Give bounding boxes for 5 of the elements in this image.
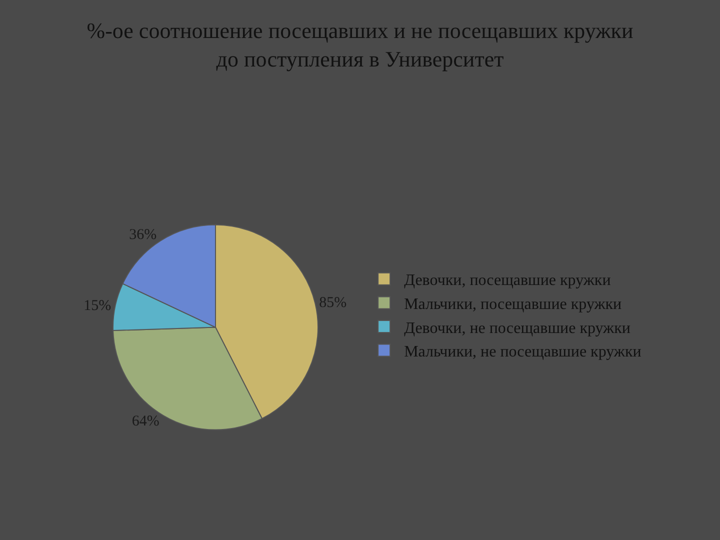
- legend-label: Девочки, не посещавшие кружки: [404, 320, 631, 337]
- legend-label: Мальчики, не посещавшие кружки: [404, 344, 642, 361]
- chart-title: %-ое соотношение посещавших и не посещавших кружки до поступления в Университет: [86, 18, 634, 72]
- legend-label: Девочки, посещавшие кружки: [404, 272, 612, 290]
- legend-label: Мальчики, посещавшие кружки: [404, 296, 622, 313]
